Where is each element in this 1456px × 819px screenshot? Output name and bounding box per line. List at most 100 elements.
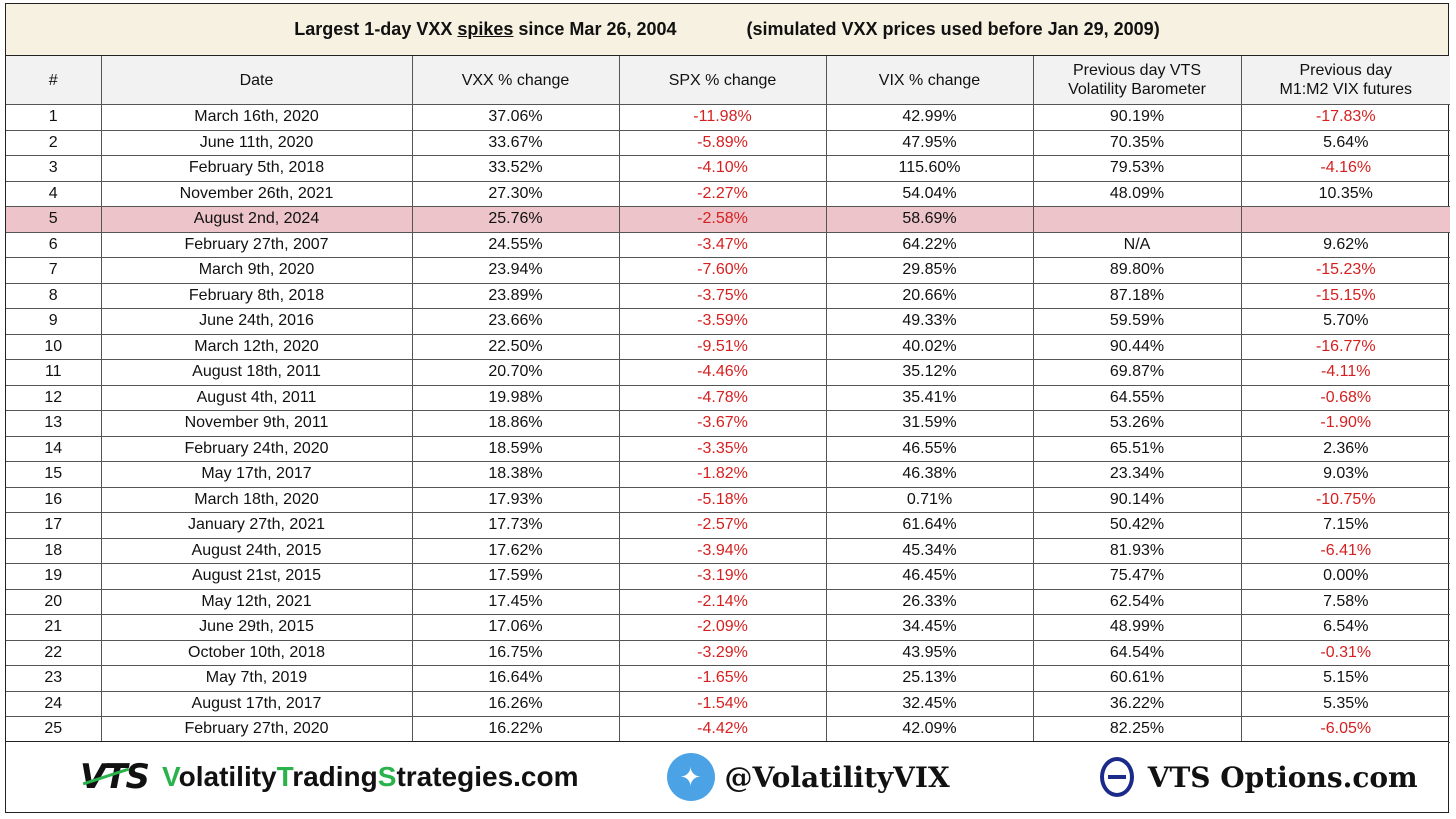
header-row: # Date VXX % change SPX % change VIX % c… — [6, 56, 1450, 105]
cell-spx-change: -4.78% — [618, 384, 827, 411]
cell-date: January 27th, 2021 — [100, 512, 413, 539]
cell-vix-change: 46.55% — [825, 435, 1034, 462]
cell-spx-change: -2.14% — [618, 588, 827, 615]
cell-date: February 5th, 2018 — [100, 155, 413, 182]
table-row: 5 August 2nd, 2024 25.76% -2.58% 58.69% — [6, 206, 1450, 233]
cell-date: March 9th, 2020 — [100, 257, 413, 284]
cell-vts-barometer: 36.22% — [1032, 690, 1242, 717]
cell-vxx-change: 17.73% — [411, 512, 620, 539]
cell-rank: 7 — [6, 257, 102, 284]
cell-vxx-change: 17.45% — [411, 588, 620, 615]
cell-m1m2-futures: 9.62% — [1240, 231, 1450, 258]
cell-vxx-change: 17.62% — [411, 537, 620, 564]
table-row: 24 August 17th, 2017 16.26% -1.54% 32.45% 36.… — [6, 690, 1450, 717]
cell-vxx-change: 18.59% — [411, 435, 620, 462]
table-row: 3 February 5th, 2018 33.52% -4.10% 115.60% 79… — [6, 155, 1450, 182]
cell-spx-change: -5.89% — [618, 129, 827, 156]
cell-spx-change: -2.58% — [618, 206, 827, 233]
cell-m1m2-futures: -4.16% — [1240, 155, 1450, 182]
cell-vix-change: 54.04% — [825, 180, 1034, 207]
options-site: VTS Options.com — [1147, 760, 1418, 794]
cell-vix-change: 115.60% — [825, 155, 1034, 182]
cell-vts-barometer: 50.42% — [1032, 512, 1242, 539]
cell-m1m2-futures: 5.70% — [1240, 308, 1450, 335]
cell-spx-change: -4.10% — [618, 155, 827, 182]
cell-vix-change: 0.71% — [825, 486, 1034, 513]
cell-rank: 10 — [6, 333, 102, 360]
cell-vix-change: 26.33% — [825, 588, 1034, 615]
cell-rank: 16 — [6, 486, 102, 513]
cell-vts-barometer: 89.80% — [1032, 257, 1242, 284]
cell-vts-barometer: 23.34% — [1032, 461, 1242, 488]
cell-m1m2-futures: 9.03% — [1240, 461, 1450, 488]
title-left: Largest 1-day VXX spikes since Mar 26, 2… — [294, 19, 677, 39]
cell-m1m2-futures: 5.15% — [1240, 665, 1450, 692]
cell-vix-change: 34.45% — [825, 614, 1034, 641]
cell-date: February 27th, 2007 — [100, 231, 413, 258]
table-row: 16 March 18th, 2020 17.93% -5.18% 0.71% 90.14… — [6, 486, 1450, 513]
cell-vxx-change: 18.86% — [411, 410, 620, 437]
table-row: 21 June 29th, 2015 17.06% -2.09% 34.45% 48.99… — [6, 614, 1450, 641]
cell-vxx-change: 17.59% — [411, 563, 620, 590]
header-date: Date — [100, 56, 413, 105]
cell-vts-barometer: 87.18% — [1032, 282, 1242, 309]
cell-rank: 20 — [6, 588, 102, 615]
cell-spx-change: -9.51% — [618, 333, 827, 360]
cell-vix-change: 42.99% — [825, 104, 1034, 131]
cell-vix-change: 47.95% — [825, 129, 1034, 156]
twitter-handle: @VolatilityVIX — [724, 760, 950, 794]
table-row: 20 May 12th, 2021 17.45% -2.14% 26.33% 62.54%… — [6, 588, 1450, 615]
table-row: 23 May 7th, 2019 16.64% -1.65% 25.13% 60.61% 5… — [6, 665, 1450, 692]
cell-vxx-change: 33.52% — [411, 155, 620, 182]
cell-rank: 24 — [6, 690, 102, 717]
cell-spx-change: -1.82% — [618, 461, 827, 488]
cell-m1m2-futures: 2.36% — [1240, 435, 1450, 462]
table-row: 13 November 9th, 2011 18.86% -3.67% 31.59% 53… — [6, 410, 1450, 437]
cell-spx-change: -4.42% — [618, 716, 827, 743]
cell-vxx-change: 37.06% — [411, 104, 620, 131]
cell-date: June 29th, 2015 — [100, 614, 413, 641]
cell-rank: 9 — [6, 308, 102, 335]
cell-m1m2-futures: -0.31% — [1240, 639, 1450, 666]
cell-vix-change: 46.38% — [825, 461, 1034, 488]
cell-vts-barometer: 64.55% — [1032, 384, 1242, 411]
cell-m1m2-futures: 7.15% — [1240, 512, 1450, 539]
cell-vxx-change: 20.70% — [411, 359, 620, 386]
cell-vts-barometer: 48.99% — [1032, 614, 1242, 641]
cell-vts-barometer: 70.35% — [1032, 129, 1242, 156]
cell-date: August 17th, 2017 — [100, 690, 413, 717]
table-title: Largest 1-day VXX spikes since Mar 26, 2… — [6, 4, 1448, 56]
cell-date: August 21st, 2015 — [100, 563, 413, 590]
cell-vxx-change: 22.50% — [411, 333, 620, 360]
cell-vxx-change: 23.89% — [411, 282, 620, 309]
cell-m1m2-futures: 5.35% — [1240, 690, 1450, 717]
cell-vts-barometer — [1032, 206, 1242, 233]
cell-vxx-change: 16.26% — [411, 690, 620, 717]
cell-m1m2-futures: -15.23% — [1240, 257, 1450, 284]
cell-vix-change: 45.34% — [825, 537, 1034, 564]
cell-spx-change: -5.18% — [618, 486, 827, 513]
cell-rank: 3 — [6, 155, 102, 182]
cell-vxx-change: 16.64% — [411, 665, 620, 692]
cell-spx-change: -2.27% — [618, 180, 827, 207]
cell-vix-change: 32.45% — [825, 690, 1034, 717]
cell-rank: 23 — [6, 665, 102, 692]
cell-spx-change: -3.35% — [618, 435, 827, 462]
cell-spx-change: -2.09% — [618, 614, 827, 641]
spikes-table-frame: Largest 1-day VXX spikes since Mar 26, 2… — [5, 3, 1450, 813]
title-right: (simulated VXX prices used before Jan 29… — [746, 19, 1160, 39]
cell-date: August 4th, 2011 — [100, 384, 413, 411]
cell-vts-barometer: 65.51% — [1032, 435, 1242, 462]
cell-vxx-change: 17.06% — [411, 614, 620, 641]
cell-rank: 13 — [6, 410, 102, 437]
cell-m1m2-futures: -4.11% — [1240, 359, 1450, 386]
cell-date: October 10th, 2018 — [100, 639, 413, 666]
cell-rank: 11 — [6, 359, 102, 386]
table-row: 2 June 11th, 2020 33.67% -5.89% 47.95% 70.35%… — [6, 129, 1450, 156]
cell-spx-change: -3.59% — [618, 308, 827, 335]
cell-spx-change: -1.65% — [618, 665, 827, 692]
cell-vxx-change: 23.94% — [411, 257, 620, 284]
table-row: 22 October 10th, 2018 16.75% -3.29% 43.95% 64… — [6, 639, 1450, 666]
cell-m1m2-futures: 7.58% — [1240, 588, 1450, 615]
cell-rank: 5 — [6, 206, 102, 233]
